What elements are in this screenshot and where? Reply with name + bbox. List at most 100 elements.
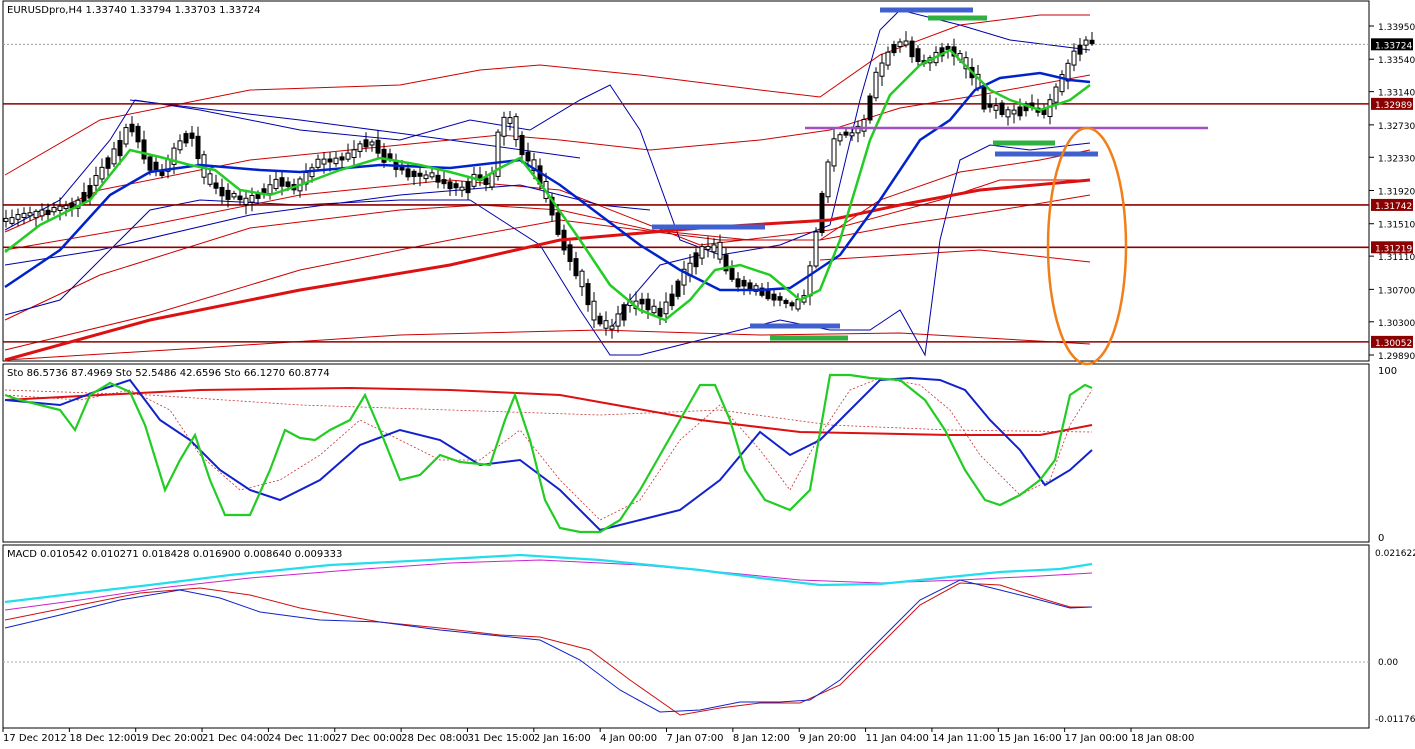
candle-body: [837, 134, 843, 142]
candle-body: [189, 132, 195, 139]
macd-scale-bottom: -0.011766: [1375, 715, 1415, 725]
annotation-orange-oval: [1046, 126, 1128, 366]
candle-body: [177, 140, 183, 151]
macd-panel-frame: [2, 544, 1370, 729]
candle-body: [741, 279, 747, 287]
envelope-3: [4, 179, 1090, 251]
candle-body: [147, 156, 153, 171]
candle-body: [423, 174, 429, 180]
candle-body: [789, 302, 795, 307]
candle-body: [993, 105, 999, 111]
level-label-box: [1371, 335, 1413, 348]
candle-body: [267, 184, 273, 195]
candle-body: [231, 192, 237, 198]
candle-body: [285, 181, 291, 187]
level-label-box: [1371, 97, 1413, 110]
candle-body: [141, 139, 147, 160]
candle-body: [759, 287, 765, 296]
candle-body: [33, 210, 39, 219]
envelope-lower: [4, 149, 1091, 321]
candle-body: [57, 205, 63, 211]
candle-body: [351, 149, 357, 159]
candle-body: [867, 95, 873, 121]
candle-body: [531, 159, 537, 172]
candle-body: [339, 156, 345, 161]
candle-body: [1089, 39, 1095, 45]
candle-body: [405, 168, 411, 178]
candle-body: [807, 265, 813, 297]
candle-body: [567, 244, 573, 262]
candle-body: [675, 280, 681, 297]
candle-body: [1071, 50, 1077, 66]
candle-body: [117, 140, 123, 157]
candle-body: [363, 139, 369, 148]
candle-body: [123, 127, 129, 145]
candle-body: [813, 231, 819, 267]
candle-body: [345, 152, 351, 160]
stochastic-panel-header: Sto 86.5736 87.4969 Sto 52.5486 42.6596 …: [7, 368, 330, 379]
candle-body: [1083, 39, 1089, 46]
stochastic-green: [4, 373, 1093, 534]
candle-body: [1065, 62, 1071, 82]
candle-body: [909, 40, 915, 58]
macd-panel-header: MACD 0.010542 0.010271 0.018428 0.016900…: [7, 549, 342, 560]
candle-body: [207, 173, 213, 185]
candle-body: [441, 179, 447, 185]
candle-body: [465, 181, 471, 194]
candle-body: [489, 173, 495, 188]
candle-body: [861, 118, 867, 132]
candle-body: [1005, 109, 1011, 118]
macd-signal: [4, 582, 1092, 716]
candle-body: [705, 245, 711, 250]
price-tick-label: 1.29890: [1378, 352, 1415, 362]
macd-scale-zero: 0.00: [1378, 658, 1398, 668]
price-panel-header: EURUSDpro,H4 1.33740 1.33794 1.33703 1.3…: [7, 5, 261, 16]
candle-body: [999, 102, 1005, 115]
candle-body: [321, 158, 327, 165]
candle-body: [171, 147, 177, 165]
time-tick-label: 18 Jan 08:00: [1131, 733, 1194, 744]
macd-magenta: [4, 559, 1093, 611]
candle-body: [783, 299, 789, 304]
candle-body: [99, 166, 105, 180]
level-label: 1.30052: [1375, 339, 1412, 349]
level-label-box: [1371, 198, 1413, 211]
candle-body: [375, 139, 381, 154]
candle-body: [429, 172, 435, 178]
candle-body: [51, 206, 57, 213]
candle-body: [765, 290, 771, 300]
candle-body: [243, 197, 249, 205]
candle-body: [435, 174, 441, 183]
candle-body: [507, 117, 513, 124]
candle-body: [525, 151, 531, 162]
candle-body: [555, 212, 561, 235]
bollinger-upper: [4, 9, 1091, 256]
macd-cyan: [4, 553, 1093, 604]
envelope-4: [819, 249, 1091, 263]
candle-body: [981, 85, 987, 110]
candle-body: [63, 205, 69, 210]
candle-body: [987, 103, 993, 108]
candle-body: [891, 44, 897, 54]
candle-body: [15, 214, 21, 220]
candle-body: [747, 282, 753, 290]
candle-body: [453, 183, 459, 189]
bollinger-outer-2: [129, 99, 581, 159]
candle-body: [681, 268, 687, 286]
level-label: 1.31219: [1375, 244, 1412, 254]
stochastic-signal-dashed: [4, 377, 1093, 521]
time-tick-label: 28 Dec 08:00: [401, 733, 468, 744]
envelope-2: [4, 74, 1091, 233]
candle-body: [825, 161, 831, 198]
candle-body: [9, 217, 15, 224]
candle-body: [903, 40, 909, 46]
price-tick-label: 1.31110: [1378, 253, 1415, 263]
price-plot: [3, 7, 1369, 366]
sma-blue: [4, 71, 1091, 292]
candle-body: [471, 173, 477, 187]
candle-body: [897, 41, 903, 48]
time-tick-label: 27 Dec 00:00: [335, 733, 402, 744]
candle-body: [723, 254, 729, 272]
